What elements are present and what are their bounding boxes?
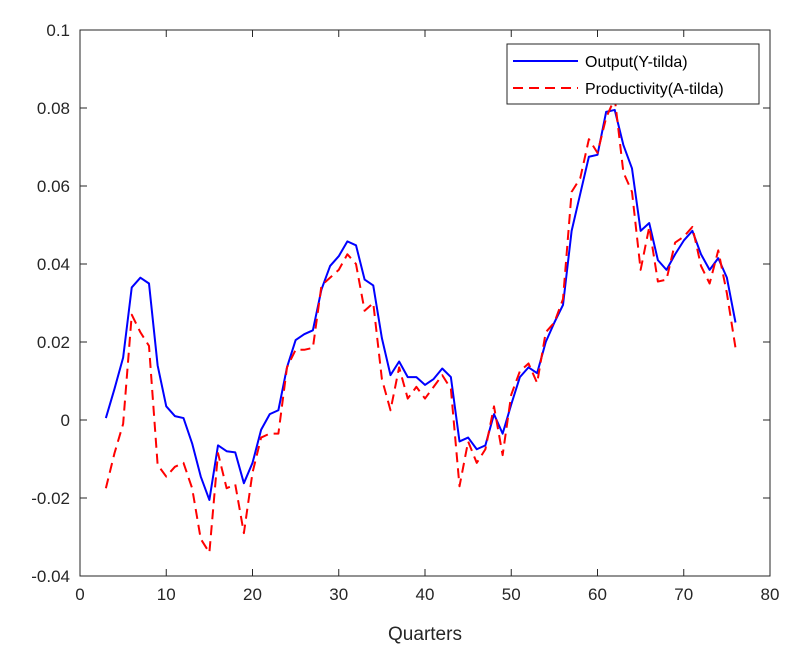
legend: Output(Y-tilda) Productivity(A-tilda) [506, 43, 760, 105]
y-tick-label: 0.06 [37, 177, 70, 196]
plot-area-frame [79, 29, 771, 577]
y-tick-label: 0.08 [37, 99, 70, 118]
x-tick-label: 40 [416, 585, 435, 604]
legend-label-productivity: Productivity(A-tilda) [585, 81, 724, 98]
y-tick-label: 0.1 [46, 21, 70, 40]
series-lines [104, 97, 737, 554]
x-tick-label: 80 [761, 585, 780, 604]
y-tick-label: 0 [61, 411, 70, 430]
legend-label-output: Output(Y-tilda) [585, 54, 688, 71]
y-tick-label: 0.04 [37, 255, 70, 274]
x-axis-label: Quarters [388, 624, 462, 645]
x-tick-label: 50 [502, 585, 521, 604]
legend-box [506, 43, 760, 105]
x-tick-label: 30 [329, 585, 348, 604]
y-tick-label: 0.02 [37, 333, 70, 352]
series-line-output [104, 108, 737, 501]
x-tick-label: 0 [75, 585, 84, 604]
y-tick-label: -0.04 [31, 567, 70, 586]
x-tick-label: 70 [674, 585, 693, 604]
axis-ticks: 0 10 20 30 40 50 60 70 80 -0.04 -0.02 0 0.02 0.04 0.06… [31, 21, 779, 604]
x-tick-label: 60 [588, 585, 607, 604]
y-tick-label: -0.02 [31, 489, 70, 508]
x-tick-label: 20 [243, 585, 262, 604]
x-tick-label: 10 [157, 585, 176, 604]
